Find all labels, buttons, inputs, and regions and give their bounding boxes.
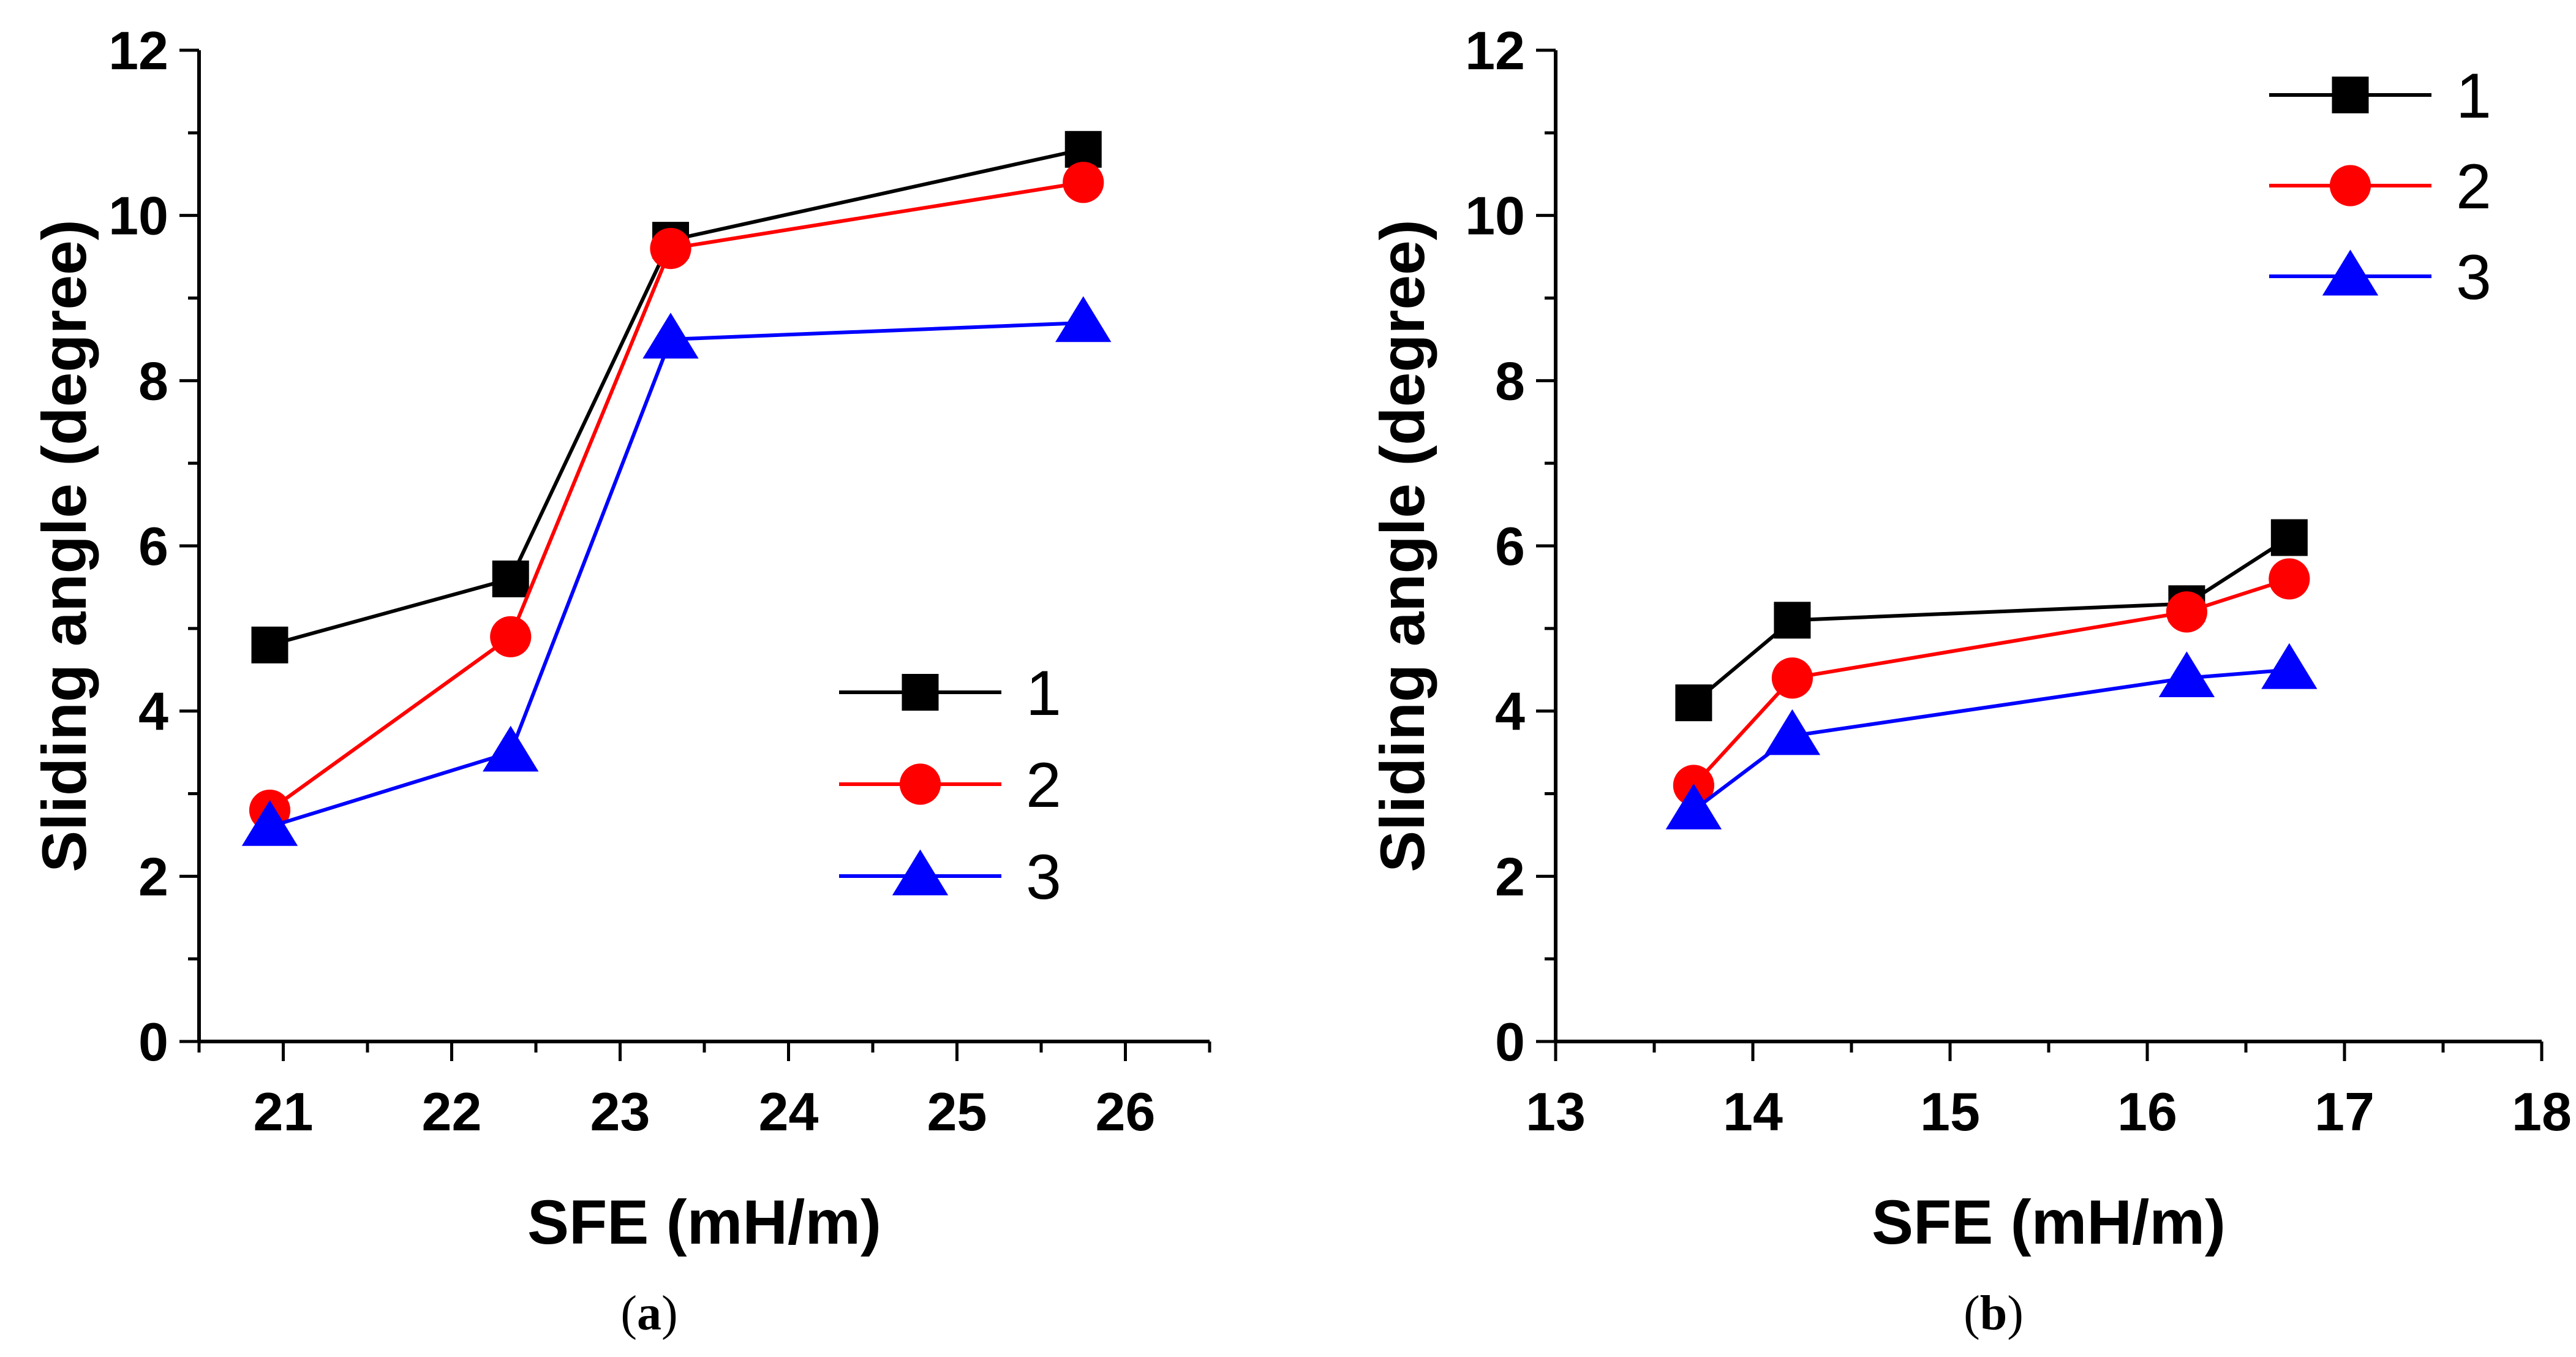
panel-a-caption-open: (: [620, 1287, 637, 1340]
panel-b-series-2-point: [2166, 591, 2207, 633]
panel-b-x-tick-label: 17: [2314, 1081, 2375, 1142]
panel-a-legend-1-label: 1: [1026, 658, 1061, 729]
panel-b-series-2-point: [1771, 657, 1813, 699]
panel-a-series-3-point: [241, 799, 298, 846]
panel-b-legend-3-marker: [2322, 249, 2379, 296]
panel-a-series-3-line: [269, 320, 1083, 829]
panel-b-x-tick-label: 18: [2512, 1081, 2572, 1142]
panel-a-x-tick-label: 21: [254, 1081, 314, 1142]
panel-a-series-3-point: [642, 312, 699, 359]
panel-b-y-tick-label: 6: [1495, 516, 1525, 576]
panel-a-legend-3-marker: [892, 849, 949, 896]
panel-b-legend-1-label: 1: [2456, 61, 2491, 132]
panel-a-series-1-point: [492, 560, 529, 597]
panel-a-series-2-line: [268, 180, 1084, 812]
panel-b-series-1-point: [2270, 519, 2308, 556]
panel-b-series-1-line: [1692, 535, 2291, 705]
panel-a-legend-2-label: 2: [1026, 750, 1061, 821]
panel-b-series-3-line: [1692, 668, 2290, 812]
panel-a-series-2-point: [650, 228, 691, 270]
panel-b-x-tick-label: 16: [2117, 1081, 2177, 1142]
panel-a-legend-2-marker: [899, 763, 941, 805]
panel-b-series-3-point: [1665, 783, 1722, 830]
panel-a-x-tick-label: 22: [422, 1081, 482, 1142]
panel-a-series-1-point: [251, 626, 288, 663]
panel-b-legend-2-label: 2: [2456, 151, 2491, 222]
panel-b-legend: 1 2 3: [2269, 61, 2491, 313]
panel-a-x-tick-label: 25: [927, 1081, 987, 1142]
panel-b-legend-1-marker: [2332, 77, 2369, 113]
panel-a-legend-3-label: 3: [1026, 842, 1061, 913]
panel-a-series-1-point: [1064, 130, 1102, 168]
panel-a-series-2-point: [1063, 162, 1104, 203]
panel-b-y-tick-label: 0: [1495, 1011, 1525, 1072]
panel-a-y-axis-label: Sliding angle (degree): [29, 219, 99, 872]
panel-a-series-3-point: [483, 725, 539, 772]
panel-b-series-2-line: [1692, 577, 2290, 787]
panel-b-series-3-point: [2261, 643, 2318, 689]
panel-b-series-3-point: [2158, 651, 2215, 698]
panel-a-series-2-point: [490, 616, 532, 657]
panel-a-y-tick-label: 0: [138, 1011, 168, 1072]
panel-b-series-1-point: [1774, 602, 1811, 639]
panel-a-y-tick-label: 10: [108, 186, 168, 246]
panel-b-x-tick-label: 13: [1526, 1081, 1586, 1142]
panel-b-caption-close: ): [2007, 1287, 2024, 1340]
panel-a-y-tick-label: 2: [138, 846, 168, 907]
panel-b-legend-2-marker: [2329, 165, 2371, 206]
panel-a-legend: 1 2 3: [839, 658, 1061, 913]
panel-b-y-tick-label: 8: [1495, 350, 1525, 411]
panel-a-y-tick-label: 12: [108, 20, 168, 81]
panel-b-x-tick-label: 14: [1723, 1081, 1783, 1142]
panel-b-x-tick-label: 15: [1920, 1081, 1980, 1142]
panel-a-caption-close: ): [661, 1287, 678, 1340]
panel-b-y-axis-label: Sliding angle (degree): [1368, 219, 1437, 872]
panel-a-y-tick-label: 8: [138, 350, 168, 411]
panel-b-caption: (b): [1964, 1287, 2024, 1340]
panel-a-y-tick-label: 6: [138, 516, 168, 576]
panel-a-legend-1-marker: [902, 674, 939, 711]
panel-b-y-tick-label: 10: [1465, 186, 1525, 246]
panel-a-y-tick-label: 4: [138, 681, 168, 742]
panel-b-y-tick-label: 12: [1465, 20, 1525, 81]
panel-b-y-tick-label: 2: [1495, 846, 1525, 907]
panel-b-series-3-point: [1764, 709, 1821, 755]
panel-a-x-tick-label: 24: [759, 1081, 819, 1142]
panel-a-series-3-point: [1055, 296, 1112, 342]
panel-a-x-tick-label: 23: [590, 1081, 650, 1142]
panel-a-caption: (a): [620, 1287, 677, 1340]
panel-b-caption-letter: b: [1980, 1287, 2008, 1340]
panel-b-caption-open: (: [1964, 1287, 1980, 1340]
panel-a-series-1-line: [269, 147, 1084, 647]
panel-b-legend-3-label: 3: [2456, 242, 2491, 313]
panel-a-x-tick-label: 26: [1096, 1081, 1156, 1142]
panel-a-x-axis-label: SFE (mH/m): [527, 1187, 881, 1257]
panel-b-y-tick-label: 4: [1495, 681, 1525, 742]
panel-b-series-2-point: [2269, 558, 2310, 600]
panel-b-x-axis-label: SFE (mH/m): [1872, 1187, 2226, 1257]
panel-a-caption-letter: a: [637, 1287, 661, 1340]
panel-b-series-1-point: [1675, 684, 1712, 722]
